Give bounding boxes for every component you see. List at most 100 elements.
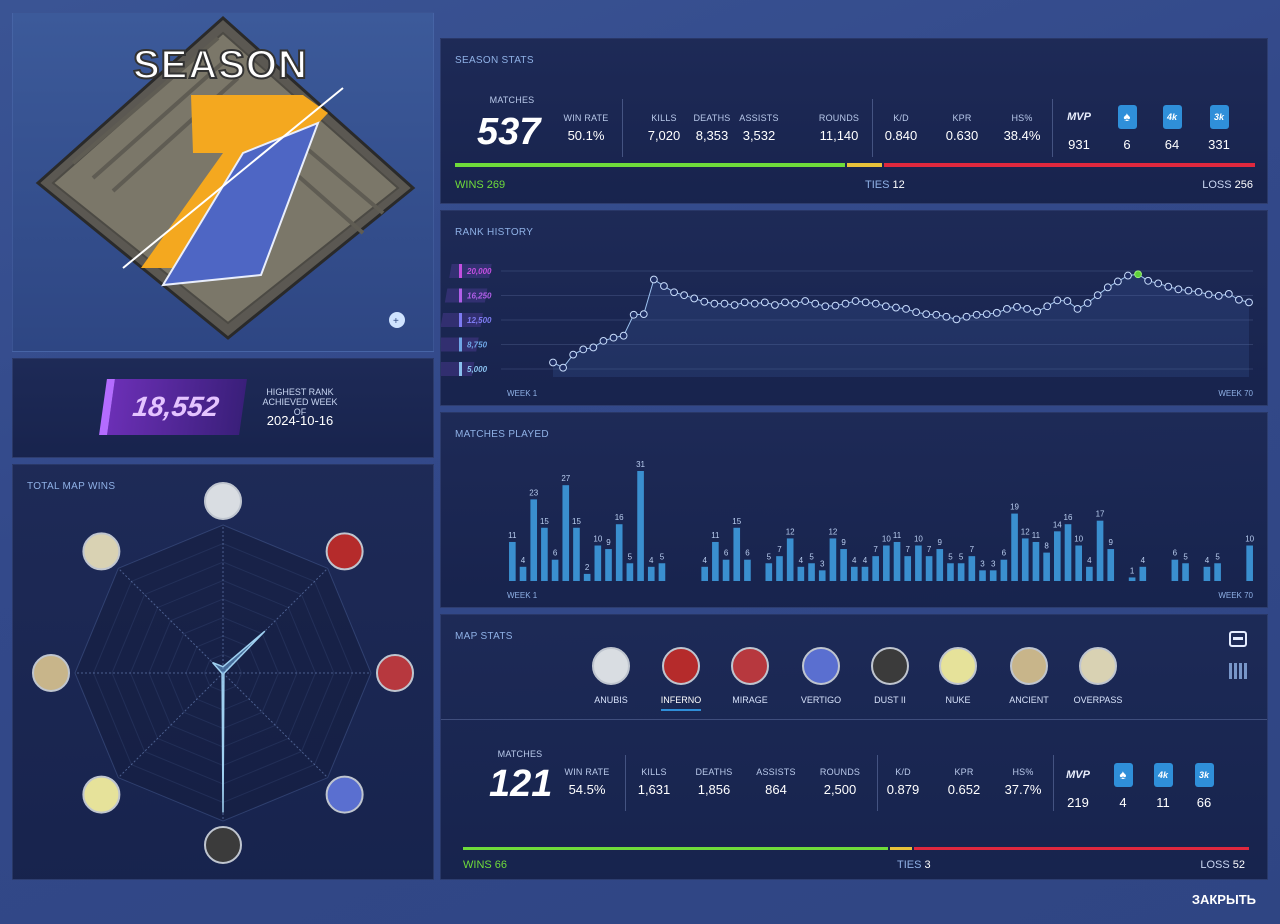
map-tab-inferno[interactable]: INFERNO bbox=[646, 647, 716, 711]
rank-point bbox=[559, 363, 567, 372]
bar-rect bbox=[551, 559, 559, 581]
rank-point bbox=[1003, 304, 1011, 313]
bar-value-label: 3 bbox=[820, 559, 825, 568]
bar-rect bbox=[989, 570, 997, 581]
rank-point bbox=[750, 299, 759, 308]
map-tab-label: VERTIGO bbox=[800, 695, 842, 705]
map-tab-overpass[interactable]: OVERPASS bbox=[1063, 647, 1133, 705]
stat-label: KPR bbox=[952, 113, 972, 123]
rank-history-panel: RANK HISTORY 20,000 16,250 12,500 8,750 5,00… bbox=[440, 210, 1268, 406]
bar-rect bbox=[626, 563, 634, 581]
map-tab-ancient[interactable]: ANCIENT bbox=[994, 647, 1064, 705]
bar-value-label: 4 bbox=[702, 556, 707, 565]
zoom-icon bbox=[389, 312, 405, 328]
bar-rect bbox=[861, 566, 869, 581]
map-tab-nuke[interactable]: NUKE bbox=[923, 647, 993, 705]
rank-badge: 18,552 bbox=[99, 379, 247, 435]
rank-point bbox=[1204, 290, 1213, 299]
rank-point bbox=[992, 308, 1001, 317]
bar-rect bbox=[1139, 566, 1147, 581]
bar-rect bbox=[562, 485, 570, 581]
matches-label: MATCHES bbox=[489, 95, 535, 105]
stat-cell: KPR 0.652 bbox=[929, 767, 999, 797]
bar-x-end: WEEK 70 bbox=[1218, 591, 1253, 600]
bar-value-label: 16 bbox=[615, 513, 624, 522]
view-grid-toggle[interactable] bbox=[1229, 663, 1247, 679]
stat-cell: ASSISTS 3,532 bbox=[724, 113, 794, 143]
bar-value-label: 17 bbox=[1096, 510, 1105, 519]
rank-point bbox=[1093, 291, 1102, 300]
bar-rect bbox=[1011, 513, 1018, 581]
map-tab-vertigo[interactable]: VERTIGO bbox=[786, 647, 856, 705]
bar-value-label: 10 bbox=[882, 535, 891, 544]
rank-point bbox=[1083, 299, 1092, 307]
map-wins-title: TOTAL MAP WINS bbox=[27, 481, 116, 492]
bar: 9 bbox=[1107, 538, 1115, 581]
award-cell: ♠ 4 bbox=[1103, 763, 1143, 810]
rank-point bbox=[1235, 295, 1243, 304]
award-cell: 3k 331 bbox=[1199, 105, 1239, 152]
bar-value-label: 4 bbox=[521, 556, 526, 565]
award-cell: MVP 219 bbox=[1058, 763, 1098, 810]
bar: 4 bbox=[519, 556, 527, 581]
bar-rect bbox=[1171, 559, 1179, 581]
bar-rect bbox=[818, 570, 826, 581]
rank-point bbox=[1164, 282, 1173, 291]
stat-value: 3,532 bbox=[742, 128, 776, 143]
map-wins: WINS 66 bbox=[463, 859, 508, 871]
map-icon bbox=[871, 647, 909, 685]
map-tab-label: OVERPASS bbox=[1073, 695, 1123, 705]
rank-point bbox=[690, 294, 699, 303]
stat-cell: DEATHS 1,856 bbox=[679, 767, 749, 797]
map-icon bbox=[1079, 647, 1117, 685]
close-button[interactable]: ЗАКРЫТЬ bbox=[1191, 892, 1256, 907]
rank-point bbox=[609, 333, 618, 342]
bar-rect bbox=[1054, 531, 1061, 581]
bar: 4 bbox=[1203, 556, 1211, 581]
bar-rect bbox=[1107, 549, 1115, 581]
bar-rect bbox=[722, 559, 730, 581]
bar-value-label: 4 bbox=[1087, 556, 1092, 565]
view-list-toggle[interactable] bbox=[1229, 631, 1247, 647]
award-cell: 4k 11 bbox=[1143, 763, 1183, 810]
rank-point bbox=[861, 298, 870, 307]
bar-value-label: 5 bbox=[1183, 552, 1188, 561]
bar: 6 bbox=[1171, 549, 1179, 581]
bar-value-label: 6 bbox=[745, 549, 750, 558]
season-wins: WINS 269 bbox=[455, 179, 506, 191]
map-tab-mirage[interactable]: MIRAGE bbox=[715, 647, 785, 705]
rank-point bbox=[1154, 279, 1163, 288]
map-tab-anubis[interactable]: ANUBIS bbox=[576, 647, 646, 705]
rank-point bbox=[639, 310, 648, 319]
bar-value-label: 19 bbox=[1010, 503, 1019, 512]
rank-point bbox=[660, 282, 668, 290]
bar-rect bbox=[1064, 524, 1072, 581]
bar-value-label: 9 bbox=[841, 538, 846, 547]
bar: 11 bbox=[711, 531, 720, 581]
bar: 10 bbox=[882, 535, 891, 581]
bar-rect bbox=[850, 566, 858, 581]
stat-label: WIN RATE bbox=[563, 113, 609, 123]
stat-value: 0.630 bbox=[945, 128, 979, 143]
radar-map-badge bbox=[325, 775, 364, 814]
map-tab-label: ANUBIS bbox=[594, 695, 628, 705]
rank-point bbox=[982, 310, 991, 319]
map-tab-label: ANCIENT bbox=[1009, 695, 1049, 705]
bar-value-label: 15 bbox=[572, 517, 581, 526]
season-stats-panel: SEASON STATS MATCHES 537 WIN RATE 50.1% KI… bbox=[440, 38, 1268, 204]
rank-point bbox=[1103, 283, 1112, 292]
map-loss: LOSS 52 bbox=[1200, 859, 1245, 871]
map-tab-dust-ii[interactable]: DUST II bbox=[855, 647, 925, 705]
bar: 10 bbox=[1245, 535, 1255, 581]
stat-label: ROUNDS bbox=[819, 767, 861, 777]
bar-rect bbox=[1128, 577, 1136, 581]
map-matches-label: MATCHES bbox=[497, 749, 543, 759]
stat-cell: WIN RATE 50.1% bbox=[551, 113, 621, 143]
bar: 12 bbox=[1021, 527, 1030, 581]
award-cell: 4k 64 bbox=[1152, 105, 1192, 152]
map-tab-label: NUKE bbox=[945, 695, 971, 705]
stat-label: HS% bbox=[1011, 113, 1033, 123]
rank-tick-bg bbox=[441, 362, 475, 376]
mvp-icon: MVP bbox=[1066, 769, 1090, 781]
